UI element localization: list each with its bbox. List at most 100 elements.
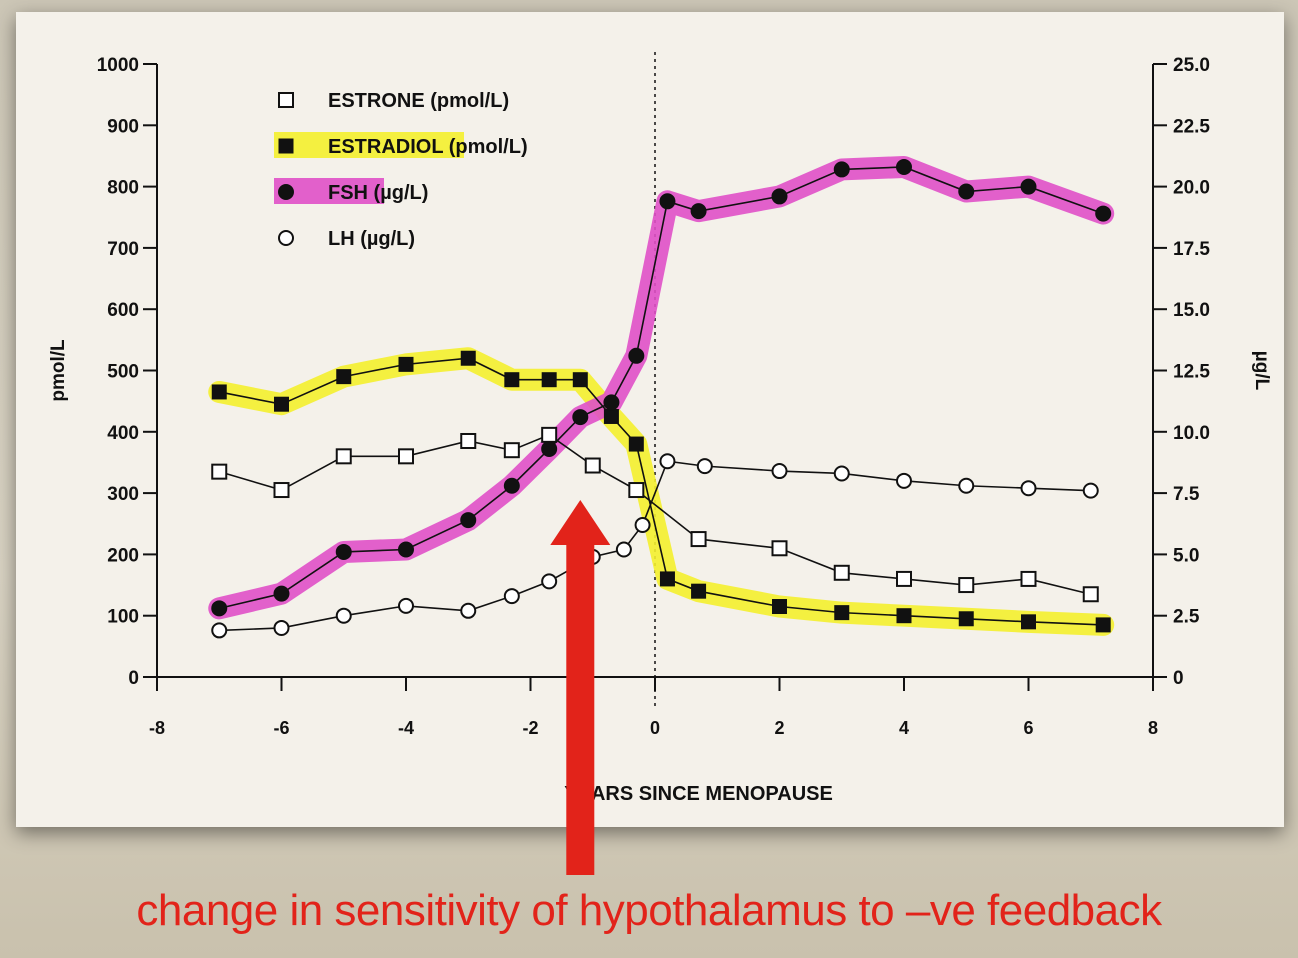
- lh-data-point: [398, 597, 414, 614]
- estrone-series-line: [219, 433, 1091, 596]
- estradiol-data-point: [460, 350, 476, 366]
- estradiol-data-point: [896, 608, 912, 624]
- estrone-data-point: [690, 531, 707, 548]
- estradiol-data-point: [398, 356, 414, 372]
- y-left-tick-label: 900: [107, 116, 139, 137]
- fsh-data-point: [211, 600, 228, 617]
- estradiol-data-point: [504, 372, 520, 388]
- estradiol-legend-highlight: [274, 132, 464, 158]
- y-left-tick-label: 800: [107, 178, 139, 199]
- lh-data-point: [460, 602, 477, 619]
- estrone-points: [211, 426, 1099, 603]
- annotation-caption: change in sensitivity of hypothalamus to…: [136, 886, 1162, 935]
- fsh-data-point: [603, 394, 620, 411]
- fsh-data-point: [659, 193, 676, 210]
- estrone-data-point: [771, 540, 788, 557]
- x-tick-label: 8: [1148, 718, 1158, 738]
- fsh-data-point: [1020, 178, 1037, 195]
- lh-data-point: [896, 472, 912, 489]
- y-right-tick-label: 12.5: [1173, 362, 1210, 383]
- estradiol-data-point: [772, 599, 787, 615]
- x-tick-label: 0: [650, 718, 660, 738]
- y-left-tick-label: 600: [107, 300, 139, 321]
- x-tick-label: 4: [899, 718, 909, 738]
- fsh-data-point: [628, 347, 645, 364]
- estrone-legend-label: ESTRONE (pmol/L): [328, 90, 509, 112]
- y-axis-right-title: µg/L: [1251, 351, 1272, 391]
- lh-data-point: [659, 453, 676, 470]
- estrone-data-point: [460, 432, 477, 449]
- estradiol-data-point: [691, 583, 707, 599]
- y-right-tick-label: 5.0: [1173, 545, 1199, 566]
- lh-legend-label: LH (µg/L): [328, 228, 415, 250]
- lh-data-point: [335, 607, 352, 624]
- y-left-tick-label: 200: [107, 545, 139, 566]
- x-tick-label: -8: [149, 718, 165, 738]
- y-left-tick-label: 100: [107, 607, 139, 628]
- fsh-data-point: [398, 541, 414, 558]
- fsh-data-point: [771, 188, 788, 205]
- estrone-data-point: [335, 448, 352, 465]
- estradiol-data-point: [834, 605, 850, 621]
- estrone-legend-marker: [278, 92, 294, 108]
- fsh-data-point: [273, 585, 290, 602]
- lh-data-point: [615, 541, 632, 558]
- fsh-data-point: [572, 409, 589, 426]
- fsh-data-point: [541, 440, 558, 457]
- estrone-data-point: [273, 482, 290, 499]
- y-right-tick-label: 22.5: [1173, 116, 1210, 137]
- fsh-legend-label: FSH (µg/L): [328, 182, 428, 204]
- estradiol-data-point: [628, 436, 644, 452]
- fsh-points: [211, 158, 1112, 617]
- y-right-tick-label: 7.5: [1173, 484, 1200, 505]
- fsh-data-point: [958, 183, 975, 200]
- fsh-data-point: [503, 477, 520, 494]
- lh-data-point: [1020, 480, 1037, 497]
- estradiol-data-point: [541, 372, 557, 388]
- fsh-data-point: [335, 543, 352, 560]
- lh-data-point: [273, 619, 290, 636]
- fsh-series-line: [219, 166, 1104, 610]
- y-left-tick-label: 700: [107, 239, 139, 260]
- estrone-data-point: [584, 457, 601, 474]
- lh-legend-marker: [278, 230, 294, 246]
- lh-data-point: [503, 588, 520, 605]
- estrone-data-point: [628, 482, 645, 499]
- x-tick-label: 2: [774, 718, 784, 738]
- x-tick-label: 6: [1023, 718, 1033, 738]
- estradiol-legend-marker: [278, 138, 294, 154]
- x-tick-label: -4: [398, 718, 414, 738]
- estrone-data-point: [958, 577, 975, 594]
- fsh-data-point: [690, 203, 707, 220]
- y-left-tick-label: 1000: [97, 55, 139, 76]
- y-right-tick-label: 2.5: [1173, 607, 1200, 628]
- y-axis-left-title: pmol/L: [48, 339, 69, 402]
- y-left-tick-label: 400: [107, 423, 139, 444]
- lh-data-point: [771, 463, 788, 480]
- figure-card: -8 -6 -4 -2 0 2 4 6 8 0 100 200 300 400 500 600 700 800 90…: [16, 12, 1284, 827]
- estrone-data-point: [896, 570, 912, 587]
- fsh-data-point: [833, 161, 850, 178]
- estrone-data-point: [833, 564, 850, 581]
- fsh-data-point: [1095, 205, 1112, 222]
- y-right-tick-label: 17.5: [1173, 239, 1210, 260]
- y-right-tick-label: 20.0: [1173, 178, 1210, 199]
- lh-data-point: [696, 458, 713, 475]
- estradiol-data-point: [1021, 614, 1036, 630]
- estradiol-points: [211, 350, 1111, 633]
- x-axis-title: YEARS SINCE MENOPAUSE: [564, 783, 833, 805]
- estrone-data-point: [1020, 570, 1037, 587]
- estradiol-data-point: [603, 408, 619, 424]
- estrone-data-point: [503, 442, 520, 459]
- y-left-tick-label: 0: [128, 668, 139, 689]
- estrone-data-point: [541, 426, 558, 443]
- estradiol-data-point: [211, 384, 227, 400]
- estradiol-data-point: [572, 372, 588, 388]
- fsh-data-point: [460, 512, 477, 529]
- lh-data-point: [1082, 482, 1099, 499]
- estradiol-data-point: [336, 369, 352, 385]
- estradiol-series-line: [219, 357, 1104, 626]
- estrone-data-point: [398, 448, 414, 465]
- lh-data-point: [211, 622, 228, 639]
- y-right-tick-label: 15.0: [1173, 300, 1210, 321]
